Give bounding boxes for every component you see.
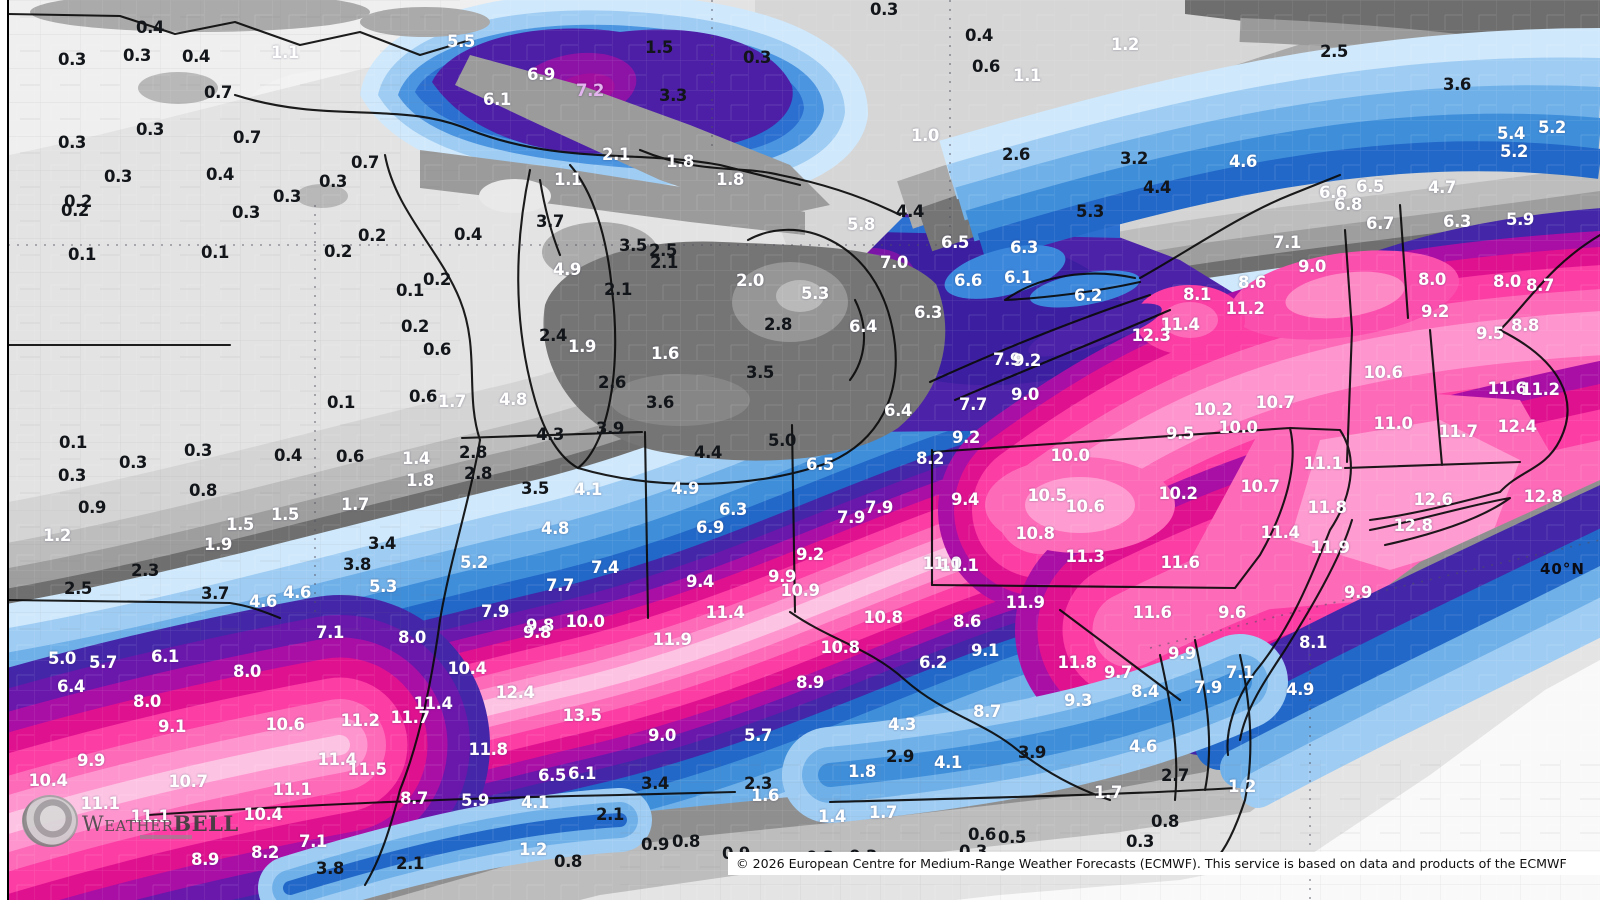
graticule-lines xyxy=(8,0,1600,900)
weatherbell-brand: WeatherBELL xyxy=(82,811,239,836)
weatherbell-logo: WeatherBELL xyxy=(22,793,238,855)
latitude-label: 40°N xyxy=(1540,560,1585,578)
left-margin xyxy=(0,0,7,900)
weatherbell-swirl-icon xyxy=(22,795,78,847)
weatherbell-tagline xyxy=(140,835,192,839)
ecmwf-attribution-bar: © 2026 European Centre for Medium-Range … xyxy=(728,852,1600,875)
county-grid-light xyxy=(0,0,460,640)
state-boundaries xyxy=(6,12,1600,887)
